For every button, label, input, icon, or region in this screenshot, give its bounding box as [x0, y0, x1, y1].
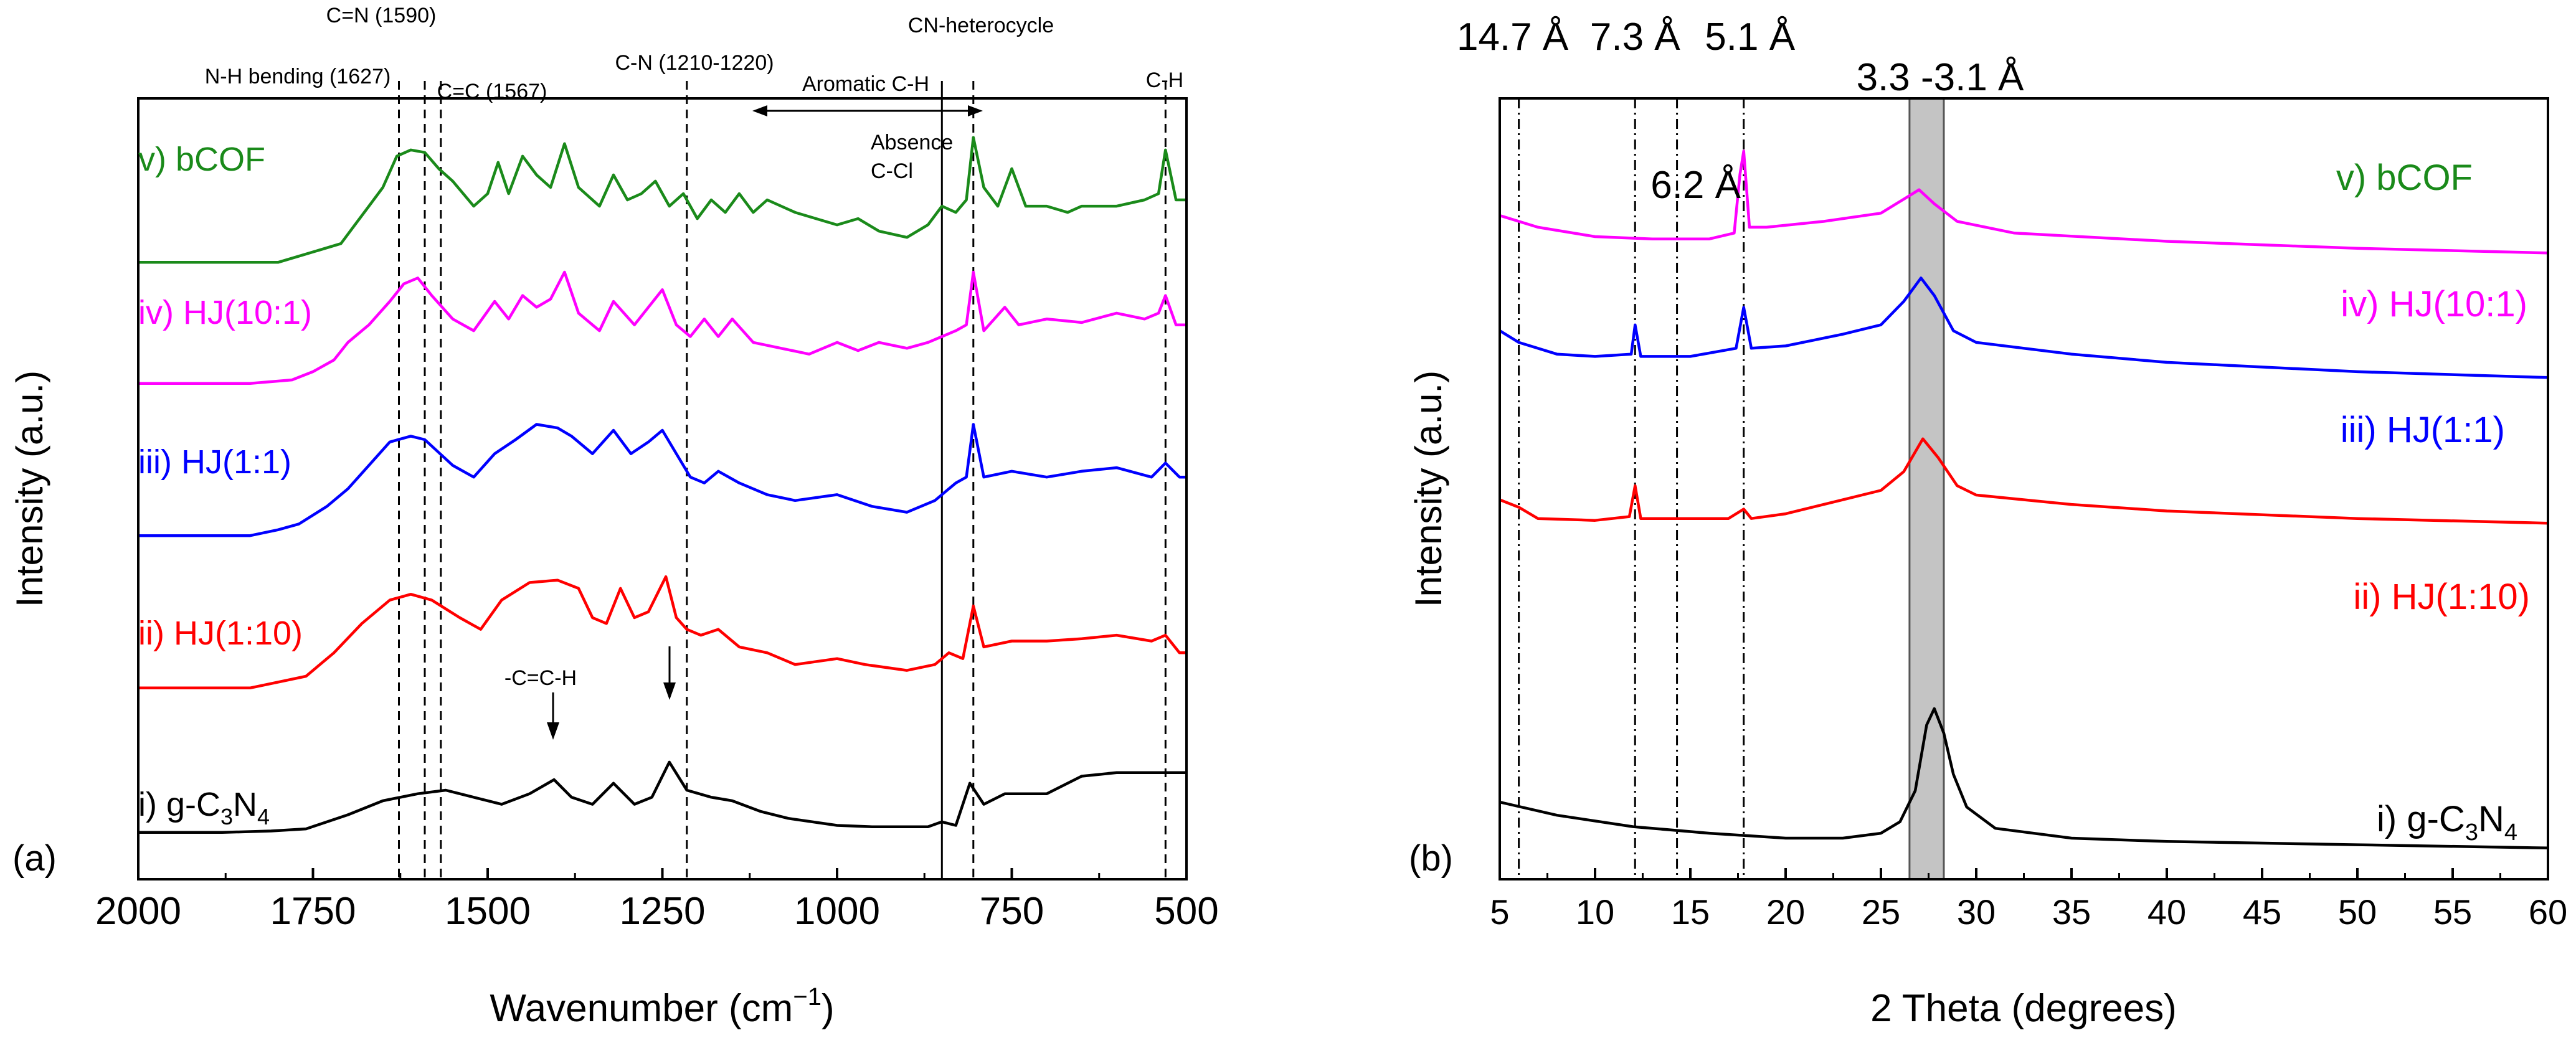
panel-a-series-lines	[138, 136, 1186, 834]
x-tick-label-2: 15	[1671, 892, 1710, 932]
x-tick-label-5: 750	[980, 890, 1044, 933]
series-line-magenta	[1500, 149, 2548, 255]
panel-b-series-lines	[1500, 149, 2548, 850]
panel-b-label-gc3n4: i) g-C3N4	[2377, 799, 2517, 846]
series-line-blue	[1500, 276, 2548, 379]
x-tick-label-2: 1500	[445, 890, 531, 933]
panel-a-label-hj1-1: iii) HJ(1:1)	[138, 443, 291, 481]
annot-aromatic-ch: Aromatic C-H	[802, 72, 929, 96]
panel-a-label-hj1-10: ii) HJ(1:10)	[138, 615, 303, 652]
panel-a-x-ticks: 2000 1750 1500 1250 1000 750 500	[95, 868, 1219, 933]
b-gc3n4-label-sub1: 3	[2465, 819, 2478, 846]
panel-a-label-gc3n4: i) g-C3N4	[138, 786, 270, 829]
series-line-red	[138, 575, 1186, 690]
series-line-green	[138, 136, 1186, 264]
xlabel-main: Wavenumber (cm	[490, 987, 793, 1030]
annot-cn-range: C-N (1210-1220)	[615, 51, 774, 75]
b-spacing-14-7: 14.7 Å	[1457, 16, 1569, 59]
x-tick-label-4: 25	[1862, 892, 1900, 932]
x-tick-label-6: 35	[2052, 892, 2091, 932]
panel-a-plot-frame	[137, 97, 1188, 880]
x-tick-label-3: 20	[1766, 892, 1805, 932]
aromatic-range-arrow	[752, 105, 983, 116]
b-gc3n4-label-main: i) g-C	[2377, 799, 2465, 839]
b-spacing-5-1: 5.1 Å	[1705, 16, 1795, 59]
gc3n4-label-sub1: 3	[220, 804, 233, 829]
panel-b-plot-frame	[1499, 97, 2549, 880]
annot-absence: Absence	[871, 131, 953, 154]
panel-b-label-hj10-1: iv) HJ(10:1)	[2341, 284, 2527, 324]
b-gc3n4-label-sub2: 4	[2504, 819, 2517, 846]
b-band-label: 3.3 -3.1 Å	[1857, 56, 2024, 99]
x-tick-label-6: 500	[1154, 890, 1218, 933]
panel-b-xlabel: 2 Theta (degrees)	[1870, 987, 2177, 1030]
annot-cc-1567: C=C (1567)	[437, 80, 547, 103]
b-spacing-6-2: 6.2 Å	[1650, 164, 1741, 207]
panel-a-xlabel: Wavenumber (cm−1)	[490, 983, 834, 1030]
panel-a-label-hj10-1: iv) HJ(10:1)	[138, 294, 312, 331]
panel-b-letter: (b)	[1409, 838, 1453, 879]
x-tick-label-10: 55	[2433, 892, 2472, 932]
x-tick-label-7: 40	[2147, 892, 2186, 932]
series-line-black	[1500, 707, 2548, 850]
cch-arrow	[547, 692, 559, 740]
x-tick-label-4: 1000	[794, 890, 880, 933]
x-tick-label-9: 50	[2338, 892, 2377, 932]
panel-a-letter: (a)	[12, 838, 57, 879]
xlabel-tail: )	[822, 987, 835, 1030]
series-line-black	[138, 760, 1186, 834]
x-tick-label-0: 5	[1490, 892, 1509, 932]
series-line-red	[1500, 437, 2548, 525]
panel-b-reference-lines	[1518, 98, 1745, 879]
panel-a-ftir-chart: 2000 1750 1500 1250 1000 750 500 v) bCOF iv) H…	[9, 4, 1219, 1030]
panel-b-label-hj1-10: ii) HJ(1:10)	[2353, 577, 2530, 617]
panel-b-xrd-chart: 5 10 15 20 25 30 35 40 45 50 55 60 14.7 Å 7.3 Å 6.2…	[1408, 16, 2567, 1030]
gc3n4-label-mid: N	[233, 786, 257, 823]
panel-a-label-bcof: v) bCOF	[138, 141, 265, 178]
b-spacing-7-3: 7.3 Å	[1590, 16, 1680, 59]
x-tick-label-1: 1750	[270, 890, 356, 933]
panel-b-label-bcof: v) bCOF	[2336, 158, 2473, 198]
annot-c-cl: C-Cl	[871, 159, 913, 183]
series-line-magenta	[138, 270, 1186, 385]
series-line-blue	[138, 423, 1186, 537]
annot-cn-1590: C=N (1590)	[326, 4, 437, 27]
x-tick-label-3: 1250	[620, 890, 706, 933]
b-gc3n4-label-mid: N	[2478, 799, 2504, 839]
b-shaded-band	[1908, 97, 1945, 880]
panel-b-ylabel: Intensity (a.u.)	[1408, 371, 1449, 607]
panel-a-reference-lines	[398, 81, 1167, 879]
panel-a-ylabel: Intensity (a.u.)	[9, 371, 50, 607]
annot-ch: C-H	[1146, 68, 1183, 92]
x-tick-label-5: 30	[1957, 892, 1996, 932]
x-tick-label-0: 2000	[95, 890, 181, 933]
panel-b-x-ticks: 5 10 15 20 25 30 35 40 45 50 55 60	[1490, 868, 2567, 932]
gc3n4-label-sub2: 4	[257, 804, 270, 829]
x-tick-label-1: 10	[1576, 892, 1614, 932]
xlabel-sup: −1	[793, 983, 822, 1011]
x-tick-label-11: 60	[2529, 892, 2567, 932]
x-tick-label-8: 45	[2243, 892, 2281, 932]
gc3n4-label-main: i) g-C	[138, 786, 220, 823]
cn-peak-arrow	[663, 646, 676, 700]
panel-b-label-hj1-1: iii) HJ(1:1)	[2341, 410, 2505, 450]
annot-cch: -C=C-H	[504, 666, 577, 690]
annot-cn-heterocycle: CN-heterocycle	[908, 14, 1054, 37]
annot-nh-bending: N-H bending (1627)	[205, 65, 391, 88]
